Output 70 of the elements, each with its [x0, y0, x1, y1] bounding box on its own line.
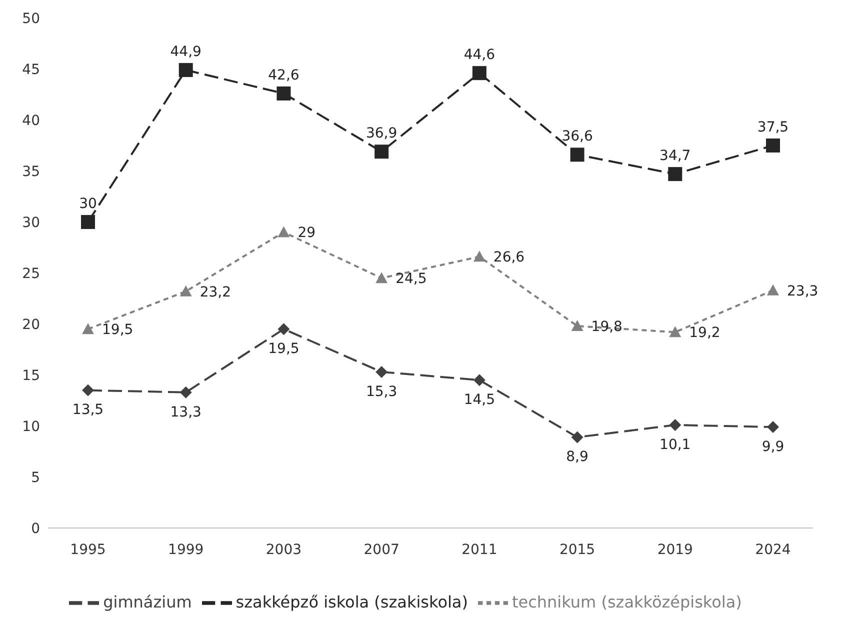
- x-tick-label: 1999: [168, 542, 204, 558]
- point: [278, 323, 290, 336]
- data-label: 34,7: [660, 148, 691, 164]
- y-tick-label: 35: [22, 164, 40, 180]
- data-label: 37,5: [757, 120, 789, 136]
- data-label: 44,6: [464, 47, 496, 64]
- y-tick-label: 5: [31, 470, 40, 486]
- point: [571, 320, 584, 332]
- data-label: 36,6: [562, 128, 593, 145]
- point: [669, 418, 682, 431]
- point: [180, 285, 192, 296]
- point: [276, 86, 291, 100]
- point: [473, 374, 486, 386]
- data-label: 24,5: [396, 271, 427, 288]
- x-tick-label: 2007: [364, 542, 400, 558]
- x-tick-label: 2024: [755, 542, 791, 558]
- point: [766, 138, 780, 152]
- point: [571, 431, 584, 444]
- point: [767, 284, 779, 296]
- data-label: 10,1: [660, 436, 691, 453]
- data-label: 19,5: [268, 341, 300, 358]
- data-label: 13,5: [72, 402, 104, 418]
- y-tick-label: 25: [22, 266, 40, 282]
- x-tick-label: 2003: [266, 542, 302, 558]
- x-tick-label: 2019: [657, 542, 693, 558]
- y-tick-label: 40: [22, 112, 40, 129]
- data-label: 30: [79, 196, 97, 212]
- point: [668, 167, 682, 182]
- point: [669, 326, 682, 338]
- x-tick-label: 2015: [559, 542, 596, 558]
- legend-label: gimnázium: [103, 592, 192, 612]
- y-tick-label: 10: [22, 418, 40, 435]
- legend-label: technikum (szakközépiskola): [512, 592, 742, 612]
- legend-label: szakképző iskola (szakiskola): [236, 592, 468, 612]
- point: [278, 226, 290, 238]
- data-label: 29: [298, 225, 316, 242]
- data-label: 15,3: [366, 384, 398, 400]
- y-tick-label: 45: [22, 62, 40, 78]
- point: [767, 421, 779, 434]
- point: [570, 148, 584, 162]
- data-label: 19,2: [689, 325, 720, 342]
- x-tick-label: 1995: [70, 542, 106, 558]
- data-label: 23,2: [200, 284, 232, 300]
- point: [82, 323, 94, 334]
- point: [376, 366, 388, 378]
- point: [178, 63, 193, 78]
- point: [374, 144, 389, 159]
- data-label: 19,5: [102, 322, 134, 338]
- data-label: 9,9: [762, 438, 784, 455]
- y-tick-label: 20: [22, 316, 40, 333]
- y-tick-label: 0: [31, 520, 40, 537]
- data-label: 23,3: [787, 283, 818, 300]
- data-label: 14,5: [464, 392, 496, 408]
- y-tick-label: 15: [22, 368, 40, 384]
- point: [376, 272, 388, 284]
- data-label: 44,9: [170, 44, 202, 60]
- y-tick-label: 30: [22, 214, 40, 231]
- point: [82, 384, 94, 396]
- point: [472, 66, 486, 80]
- data-label: 8,9: [566, 449, 588, 466]
- data-label: 42,6: [268, 67, 300, 84]
- point: [81, 215, 95, 229]
- point: [180, 386, 192, 398]
- data-label: 13,3: [170, 404, 202, 420]
- x-tick-label: 2011: [462, 542, 498, 558]
- y-tick-label: 50: [22, 10, 40, 27]
- point: [473, 250, 486, 262]
- data-label: 26,6: [493, 250, 525, 266]
- data-label: 19,8: [591, 319, 622, 336]
- data-label: 36,9: [366, 126, 398, 142]
